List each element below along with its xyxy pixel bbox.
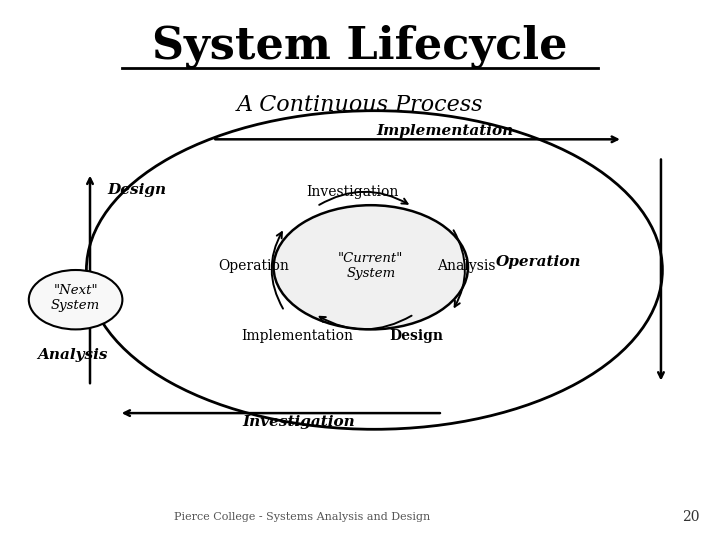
Text: System Lifecycle: System Lifecycle (152, 24, 568, 68)
Text: Analysis: Analysis (437, 259, 496, 273)
Text: Investigation: Investigation (307, 185, 399, 199)
Text: Investigation: Investigation (243, 415, 355, 429)
Text: "Next"
System: "Next" System (51, 284, 100, 312)
Ellipse shape (274, 205, 468, 329)
Text: A Continuous Process: A Continuous Process (237, 94, 483, 116)
Ellipse shape (29, 270, 122, 329)
Text: 20: 20 (683, 510, 700, 524)
Text: Design: Design (107, 183, 166, 197)
Text: Operation: Operation (496, 255, 581, 269)
Text: Analysis: Analysis (37, 348, 107, 362)
Text: Operation: Operation (218, 259, 289, 273)
Text: Implementation: Implementation (241, 329, 354, 343)
Text: "Current"
System: "Current" System (338, 252, 403, 280)
Text: Implementation: Implementation (377, 124, 513, 138)
Text: Pierce College - Systems Analysis and Design: Pierce College - Systems Analysis and De… (174, 512, 431, 522)
Text: Design: Design (389, 329, 443, 343)
